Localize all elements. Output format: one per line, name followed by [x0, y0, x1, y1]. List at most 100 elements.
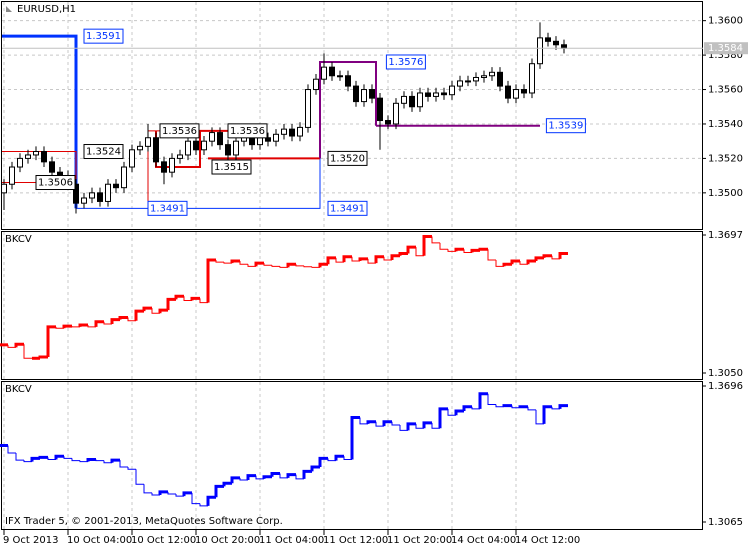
- indicator-step: [327, 458, 336, 462]
- candle-body: [9, 166, 15, 185]
- indicator-step: [367, 258, 376, 264]
- candle-body: [313, 78, 319, 91]
- candle-body: [545, 37, 551, 42]
- y-tick-label: 1.3696: [708, 381, 743, 392]
- channel-line: [319, 60, 377, 159]
- y-tick-label: 1.3697: [708, 230, 743, 241]
- level-label: 1.3536: [230, 126, 265, 137]
- candle-body: [289, 128, 295, 137]
- indicator-step: [534, 256, 544, 262]
- indicator-step: [190, 296, 200, 301]
- indicator-step: [215, 259, 224, 263]
- indicator-step: [295, 474, 304, 480]
- candle-body: [561, 44, 567, 49]
- y-tick-label: 1.3580: [708, 50, 743, 61]
- indicator-step: [206, 495, 216, 506]
- indicator-step: [415, 247, 424, 257]
- candle-body: [41, 151, 47, 163]
- level-label: 1.3491: [150, 203, 185, 214]
- candle-body: [281, 128, 287, 135]
- indicator-step: [158, 490, 168, 496]
- x-tick-label: 10 Oct 12:00: [131, 535, 196, 546]
- indicator-step: [191, 492, 200, 505]
- x-tick-label: 14 Oct 12:00: [515, 535, 580, 546]
- indicator-step: [558, 252, 568, 259]
- candle-body: [329, 66, 335, 77]
- indicator-step: [478, 392, 488, 409]
- indicator-step: [279, 266, 288, 268]
- candle-body: [201, 140, 207, 151]
- x-tick-label: 11 Oct 12:00: [323, 535, 388, 546]
- indicator-step: [143, 484, 152, 494]
- indicator-step: [63, 456, 72, 459]
- indicator-step: [38, 455, 48, 459]
- indicator-step: [447, 249, 456, 252]
- indicator-step: [510, 259, 520, 265]
- level-label: 1.3591: [86, 31, 121, 42]
- indicator-step: [431, 236, 440, 244]
- level-box: [83, 28, 124, 44]
- indicator-step: [255, 475, 264, 480]
- candle-body: [81, 197, 87, 204]
- indicator-step: [86, 457, 96, 462]
- indicator-step: [199, 298, 208, 304]
- indicator-step: [206, 258, 216, 303]
- indicator-step: [439, 242, 448, 250]
- indicator-step: [551, 255, 560, 260]
- level-box: [385, 54, 426, 70]
- candle-body: [337, 75, 343, 78]
- indicator-step: [447, 408, 456, 416]
- level-label: 1.3520: [330, 153, 365, 164]
- indicator-panel: [1, 381, 703, 530]
- level-box: [35, 175, 76, 191]
- candle-body: [257, 137, 263, 146]
- indicator-step: [119, 460, 128, 468]
- indicator-step: [270, 472, 280, 477]
- indicator-step: [23, 460, 32, 463]
- candle-body: [297, 126, 303, 137]
- indicator-step: [551, 406, 560, 410]
- indicator-step: [383, 256, 392, 261]
- candle-body: [417, 92, 423, 108]
- level-box: [211, 159, 252, 175]
- candle-body: [265, 137, 271, 142]
- candle-body: [369, 89, 375, 99]
- indicator-step: [326, 256, 336, 265]
- candle-body: [449, 85, 455, 96]
- level-box: [147, 200, 188, 216]
- y-tick-label: 1.3600: [708, 16, 743, 27]
- candle-body: [161, 161, 167, 173]
- candle-body: [505, 85, 511, 99]
- indicator-step: [303, 265, 312, 268]
- indicator-step: [103, 321, 112, 325]
- indicator-step: [302, 469, 312, 479]
- indicator-step: [318, 262, 328, 268]
- indicator-step: [279, 473, 288, 479]
- candle-body: [273, 133, 279, 142]
- indicator-step: [390, 254, 400, 260]
- indicator-step: [38, 355, 48, 359]
- indicator-step: [462, 405, 472, 412]
- level-label: 1.3524: [86, 147, 121, 158]
- indicator-step: [527, 406, 536, 411]
- indicator-step: [470, 248, 480, 253]
- indicator-step: [175, 493, 184, 497]
- indicator-step: [271, 265, 280, 267]
- candle-body: [305, 89, 311, 128]
- candle-body: [481, 75, 487, 78]
- candle-body: [513, 89, 519, 99]
- indicator-step: [62, 324, 72, 329]
- candle-body: [169, 157, 175, 173]
- candle-body: [409, 95, 415, 108]
- candle-body: [73, 183, 79, 204]
- indicator-step: [382, 420, 392, 427]
- indicator-step: [118, 316, 128, 320]
- indicator-step: [526, 259, 536, 265]
- level-box: [327, 200, 368, 216]
- candle-body: [345, 75, 351, 87]
- indicator-step: [511, 405, 520, 409]
- indicator-title: BKCV: [5, 384, 32, 395]
- candle-body: [401, 95, 407, 104]
